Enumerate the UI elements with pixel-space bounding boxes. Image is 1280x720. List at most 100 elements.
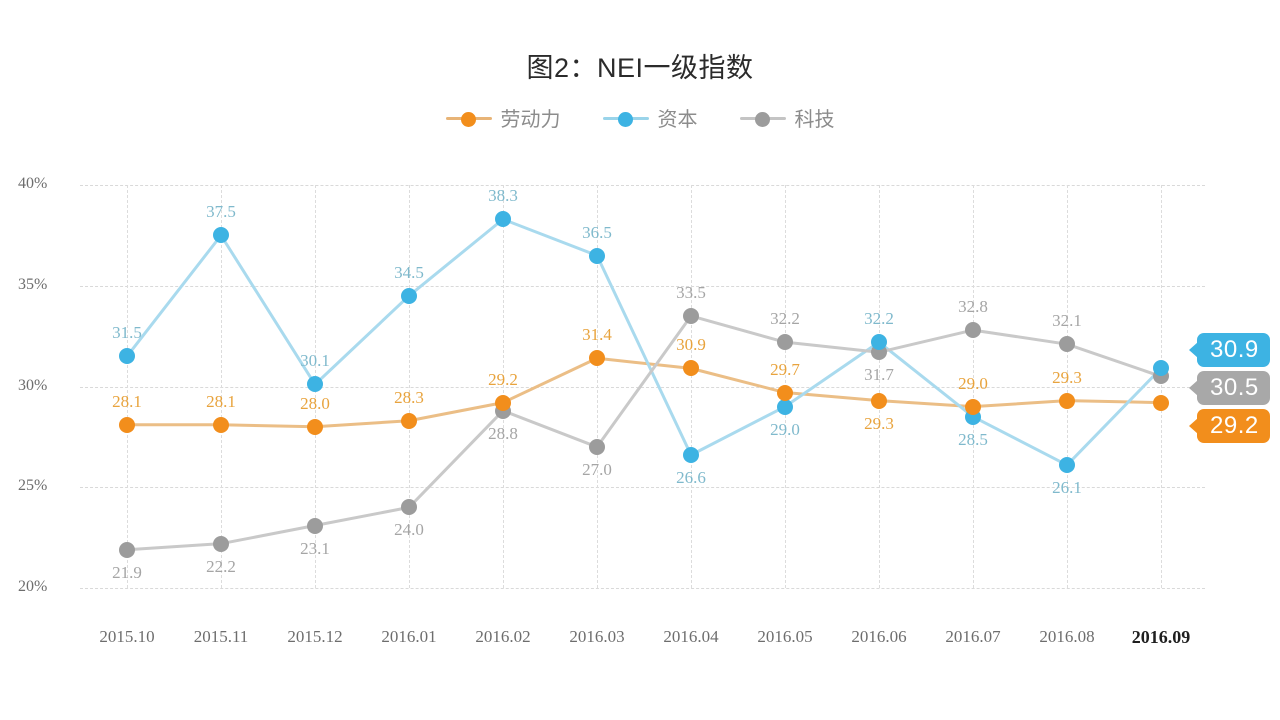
data-point[interactable]: [683, 447, 699, 463]
vertical-gridline: [127, 185, 128, 588]
data-point[interactable]: [777, 334, 793, 351]
data-point[interactable]: [213, 227, 229, 244]
end-value-badge: 29.2: [1189, 409, 1270, 443]
y-axis-tick-label: 40%: [18, 175, 48, 192]
data-point-label: 23.1: [300, 538, 330, 558]
data-point[interactable]: [119, 348, 135, 365]
data-point[interactable]: [307, 517, 323, 534]
data-point[interactable]: [683, 307, 699, 324]
data-point-label: 32.2: [864, 309, 894, 329]
data-point-label: 29.3: [1052, 367, 1082, 387]
data-point-label: 31.5: [112, 323, 142, 343]
end-value-badge-label: 30.5: [1210, 374, 1259, 401]
vertical-gridline: [1161, 185, 1162, 588]
x-axis-tick-label: 2016.04: [663, 627, 719, 646]
vertical-gridline: [409, 185, 410, 588]
legend-label: 劳动力: [500, 109, 561, 131]
data-point[interactable]: [119, 416, 135, 433]
data-point[interactable]: [965, 322, 981, 339]
data-point-label: 26.1: [1052, 478, 1082, 498]
data-point-label: 32.2: [770, 309, 800, 329]
data-point[interactable]: [213, 416, 229, 433]
y-axis-tick-label: 25%: [18, 477, 48, 495]
vertical-gridline: [691, 185, 692, 588]
x-axis-tick-label: 2015.11: [193, 627, 249, 646]
x-axis-tick-label: 2016.05: [757, 627, 813, 646]
x-axis-tick-label: 2016.07: [945, 627, 1001, 646]
chart-legend: 劳动力 资本 科技: [0, 103, 1280, 132]
data-point[interactable]: [213, 535, 229, 552]
data-point[interactable]: [119, 541, 135, 558]
data-point[interactable]: [401, 287, 417, 304]
data-point[interactable]: [307, 418, 323, 435]
series-line-1: [125, 217, 1163, 467]
horizontal-gridline: [80, 185, 1205, 186]
legend-item-1[interactable]: 资本: [602, 103, 698, 132]
data-point-label: 31.7: [864, 365, 894, 385]
series-line-2: [125, 314, 1163, 552]
data-point-label: 30.1: [300, 351, 330, 371]
y-axis-tick-label: 30%: [18, 376, 48, 394]
data-point[interactable]: [401, 499, 417, 516]
data-point[interactable]: [589, 350, 605, 367]
data-point-label: 34.5: [394, 262, 424, 282]
data-point[interactable]: [307, 376, 323, 393]
data-point-label: 28.1: [206, 391, 236, 411]
end-value-badge: 30.9: [1189, 333, 1270, 367]
data-point-label: 30.9: [676, 335, 706, 355]
data-point-label: 24.0: [394, 520, 424, 540]
data-point-label: 32.8: [958, 297, 988, 317]
data-point-label: 31.4: [582, 325, 612, 345]
data-point-label: 27.0: [582, 459, 612, 479]
data-point[interactable]: [589, 438, 605, 455]
data-point[interactable]: [495, 394, 511, 411]
data-point[interactable]: [401, 412, 417, 429]
legend-label: 科技: [794, 109, 835, 131]
data-point[interactable]: [871, 392, 887, 409]
legend-item-0[interactable]: 劳动力: [445, 103, 561, 132]
data-point[interactable]: [1059, 457, 1075, 474]
y-axis-tick-label: 35%: [18, 275, 48, 293]
data-point[interactable]: [683, 360, 699, 377]
data-point-label: 22.2: [206, 556, 236, 576]
data-point-label: 21.9: [112, 562, 142, 582]
horizontal-gridline: [80, 285, 1205, 287]
x-axis-tick-label: 2016.09: [1131, 627, 1191, 647]
data-point[interactable]: [589, 247, 605, 264]
x-axis-tick-label: 2016.01: [381, 627, 437, 646]
data-point[interactable]: [1059, 336, 1075, 353]
series-line-0: [125, 356, 1163, 429]
data-point[interactable]: [777, 398, 793, 415]
data-point[interactable]: [871, 334, 887, 351]
chart-title: 图2：NEI一级指数: [526, 53, 754, 83]
data-point-label: 28.5: [958, 429, 988, 449]
legend-item-2[interactable]: 科技: [739, 103, 835, 132]
data-point-label: 38.3: [488, 186, 518, 206]
vertical-gridline: [221, 185, 222, 588]
data-point[interactable]: [1153, 394, 1169, 411]
data-point-label: 33.5: [676, 282, 706, 302]
data-point-label: 29.0: [958, 373, 988, 393]
data-point[interactable]: [1059, 392, 1075, 409]
data-point-label: 28.8: [488, 423, 518, 443]
vertical-gridline: [973, 185, 974, 588]
data-point[interactable]: [1153, 360, 1169, 377]
x-axis-tick-label: 2016.02: [475, 627, 531, 646]
data-point-label: 28.1: [112, 391, 142, 411]
end-value-badge: 30.5: [1189, 371, 1270, 405]
data-point[interactable]: [965, 398, 981, 415]
y-axis-tick-label: 20%: [18, 578, 48, 595]
data-point[interactable]: [777, 384, 793, 401]
data-point[interactable]: [495, 211, 511, 228]
data-point-label: 29.2: [488, 369, 518, 389]
data-point-label: 28.3: [394, 387, 424, 407]
vertical-gridline: [503, 185, 504, 588]
horizontal-gridline: [80, 588, 1205, 589]
legend-swatch-icon: [602, 110, 649, 127]
data-point-label: 29.0: [770, 419, 800, 439]
vertical-gridline: [1067, 185, 1068, 588]
vertical-gridline: [879, 185, 880, 588]
